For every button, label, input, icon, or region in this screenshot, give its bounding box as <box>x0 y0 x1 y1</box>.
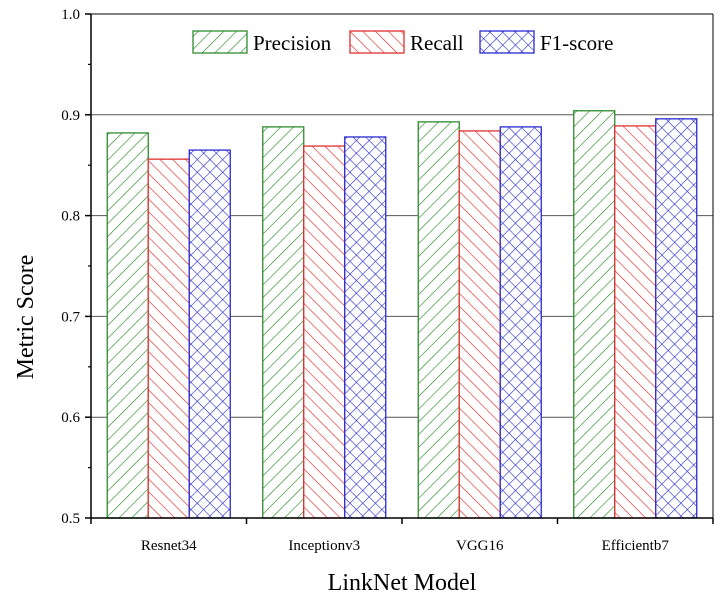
bar-recall-vgg16 <box>458 130 501 519</box>
bars <box>106 110 698 519</box>
y-tick-label: 0.7 <box>61 309 80 325</box>
axes <box>85 13 714 524</box>
bar-f1-score-vgg16 <box>499 126 542 519</box>
x-tick-label: Inceptionv3 <box>288 538 360 554</box>
bar-f1-score-efficientb7 <box>655 118 698 519</box>
legend-swatch <box>192 30 248 54</box>
x-tick-label: Efficientb7 <box>602 538 670 554</box>
y-tick-label: 0.9 <box>61 108 80 124</box>
bar-f1-score-resnet34 <box>188 149 231 519</box>
bar-f1-score-inceptionv3 <box>344 136 387 519</box>
x-tick-label: Resnet34 <box>141 538 197 554</box>
bar-precision-efficientb7 <box>573 110 616 519</box>
bar-precision-inceptionv3 <box>262 126 305 519</box>
legend-item-precision: Precision <box>192 30 332 55</box>
bar-recall-resnet34 <box>147 158 190 519</box>
legend-label: Precision <box>253 31 332 55</box>
bar-precision-vgg16 <box>417 121 460 519</box>
y-axis-title: Metric Score <box>13 255 39 380</box>
legend-label: Recall <box>410 31 464 55</box>
bar-precision-resnet34 <box>106 132 149 519</box>
x-tick-label: VGG16 <box>456 538 504 554</box>
bar-recall-inceptionv3 <box>303 145 346 519</box>
legend-label: F1-score <box>540 31 613 55</box>
y-tick-label: 0.8 <box>61 209 80 225</box>
tick-labels: 0.5 0.6 0.7 0.8 0.9 1.0 Resnet34 Inceptionv3 VGG… <box>61 7 669 554</box>
legend-item-recall: Recall <box>349 30 464 55</box>
legend-swatch <box>349 30 405 54</box>
bar-recall-efficientb7 <box>614 125 657 519</box>
y-tick-label: 1.0 <box>61 7 80 23</box>
legend: Precision Recall F1-score <box>192 30 613 55</box>
legend-swatch <box>479 30 535 54</box>
x-axis-title: LinkNet Model <box>328 570 477 596</box>
y-tick-label: 0.5 <box>61 511 80 527</box>
y-tick-label: 0.6 <box>61 410 80 426</box>
legend-item-f1-score: F1-score <box>479 30 613 55</box>
